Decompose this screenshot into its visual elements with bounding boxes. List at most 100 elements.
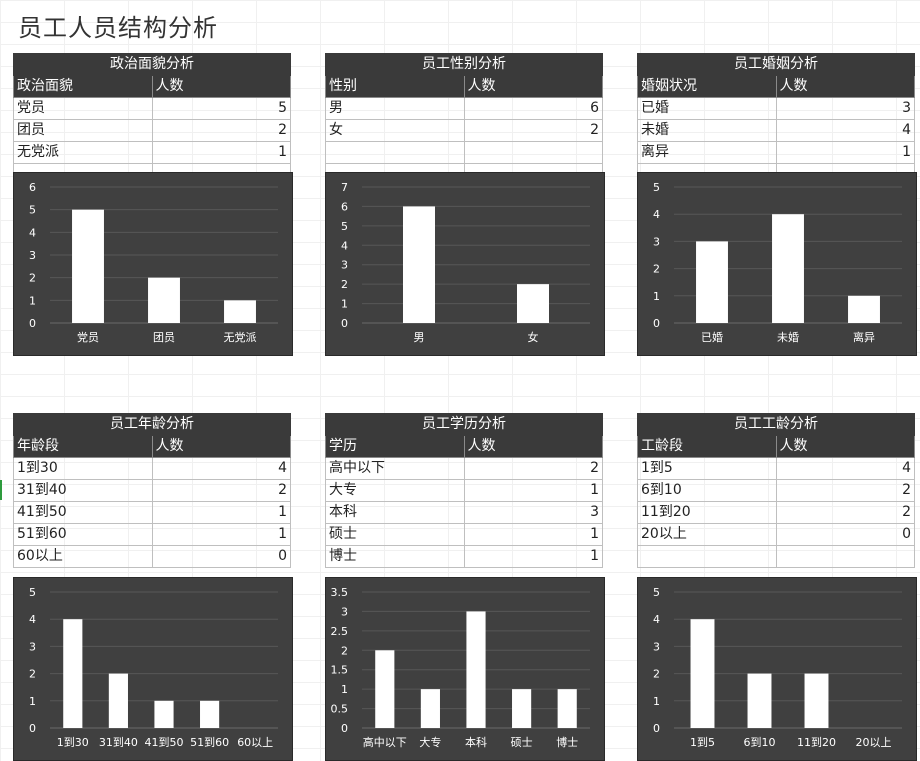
row-label[interactable]: 女 [325,119,465,142]
education-bar-chart[interactable]: 0 0.5 1 1.5 2 2.5 3 3.5 高中以下 大专 本科 硕士 博士 [325,577,605,761]
table-title: 员工学历分析 [325,413,603,436]
row-label[interactable]: 离异 [637,141,777,164]
x-tick-label: 高中以下 [363,735,407,749]
row-value[interactable]: 0 [775,523,915,546]
bar[interactable] [557,689,577,728]
marriage-bar-chart[interactable]: 0 1 2 3 4 5 已婚 未婚 离异 [637,172,917,356]
bar[interactable] [200,700,220,728]
x-tick-label: 离异 [853,330,875,344]
row-label[interactable]: 41到50 [13,501,153,524]
table-title: 员工年龄分析 [13,413,291,436]
bar[interactable] [848,295,880,323]
empty-cell[interactable] [463,141,603,164]
bar[interactable] [512,689,532,728]
row-value[interactable]: 2 [151,119,291,142]
bar[interactable] [696,241,728,323]
row-value[interactable]: 4 [151,457,291,480]
row-value[interactable]: 2 [463,457,603,480]
bar[interactable] [375,650,395,728]
row-label[interactable]: 博士 [325,545,465,568]
row-label[interactable]: 1到30 [13,457,153,480]
row-label[interactable]: 大专 [325,479,465,502]
bar[interactable] [747,673,772,728]
y-tick-label: 2 [653,668,660,681]
bar[interactable] [804,673,829,728]
gender-table-block: 员工性别分析 性别 人数男 6 女 2 [325,53,603,186]
row-value[interactable]: 4 [775,119,915,142]
bar[interactable] [148,277,180,323]
row-value[interactable]: 1 [463,523,603,546]
y-tick-label: 0 [653,317,660,330]
age-bar-chart[interactable]: 0 1 2 3 4 5 1到30 31到40 41到50 51到60 60以上 [13,577,293,761]
row-value[interactable]: 2 [151,479,291,502]
row-value[interactable]: 1 [775,141,915,164]
bar[interactable] [690,619,715,728]
table-row: 20以上 0 [637,523,915,546]
y-tick-label: 3 [653,235,660,248]
y-tick-label: 2 [29,668,36,681]
y-tick-label: 4 [341,239,348,252]
row-label[interactable]: 60以上 [13,545,153,568]
row-label[interactable]: 硕士 [325,523,465,546]
row-value[interactable]: 2 [775,479,915,502]
y-tick-label: 1 [341,683,348,696]
row-value[interactable]: 1 [463,545,603,568]
bar[interactable] [517,284,549,323]
row-label[interactable]: 31到40 [13,479,153,502]
y-tick-label: 4 [653,208,660,221]
bar[interactable] [772,214,804,323]
row-label[interactable]: 无党派 [13,141,153,164]
gender-bar-chart[interactable]: 0 1 2 3 4 5 6 7 男 女 [325,172,605,356]
bar[interactable] [63,619,83,728]
column-header: 年龄段 [13,435,153,458]
row-value[interactable]: 3 [463,501,603,524]
row-label[interactable]: 党员 [13,97,153,120]
table-row: 离异 1 [637,141,915,164]
bar[interactable] [154,700,174,728]
row-label[interactable]: 已婚 [637,97,777,120]
row-label[interactable]: 男 [325,97,465,120]
row-label[interactable]: 20以上 [637,523,777,546]
y-tick-label: 0.5 [331,703,349,716]
x-tick-label: 1到30 [57,736,89,749]
row-label[interactable]: 团员 [13,119,153,142]
row-value[interactable]: 1 [463,479,603,502]
politics-bar-chart[interactable]: 0 1 2 3 4 5 6 党员 团员 无党派 [13,172,293,356]
row-label[interactable]: 6到10 [637,479,777,502]
empty-cell[interactable] [325,141,465,164]
empty-cell[interactable] [637,545,777,568]
table-row: 51到60 1 [13,523,291,546]
row-value[interactable]: 0 [151,545,291,568]
row-value[interactable]: 2 [775,501,915,524]
gender-table: 员工性别分析 性别 人数男 6 女 2 [325,53,603,186]
row-label[interactable]: 高中以下 [325,457,465,480]
table-row: 31到40 2 [13,479,291,502]
bar[interactable] [224,300,256,323]
row-label[interactable]: 本科 [325,501,465,524]
empty-cell[interactable] [775,545,915,568]
row-value[interactable]: 3 [775,97,915,120]
row-label[interactable]: 51到60 [13,523,153,546]
table-row: 6到10 2 [637,479,915,502]
table-row: 已婚 3 [637,97,915,120]
column-header: 人数 [463,75,603,98]
row-value[interactable]: 1 [151,141,291,164]
row-label[interactable]: 11到20 [637,501,777,524]
row-label[interactable]: 1到5 [637,457,777,480]
bar[interactable] [466,611,486,728]
seniority-bar-chart[interactable]: 0 1 2 3 4 5 1到5 6到10 11到20 20以上 [637,577,917,761]
row-value[interactable]: 1 [151,501,291,524]
row-value[interactable]: 4 [775,457,915,480]
bar[interactable] [403,206,435,323]
bar[interactable] [108,673,128,728]
row-label[interactable]: 未婚 [637,119,777,142]
row-value[interactable]: 5 [151,97,291,120]
row-value[interactable]: 1 [151,523,291,546]
column-header: 学历 [325,435,465,458]
row-value[interactable]: 6 [463,97,603,120]
bar[interactable] [72,209,104,323]
bar[interactable] [420,689,440,728]
column-header: 人数 [775,75,915,98]
row-value[interactable]: 2 [463,119,603,142]
